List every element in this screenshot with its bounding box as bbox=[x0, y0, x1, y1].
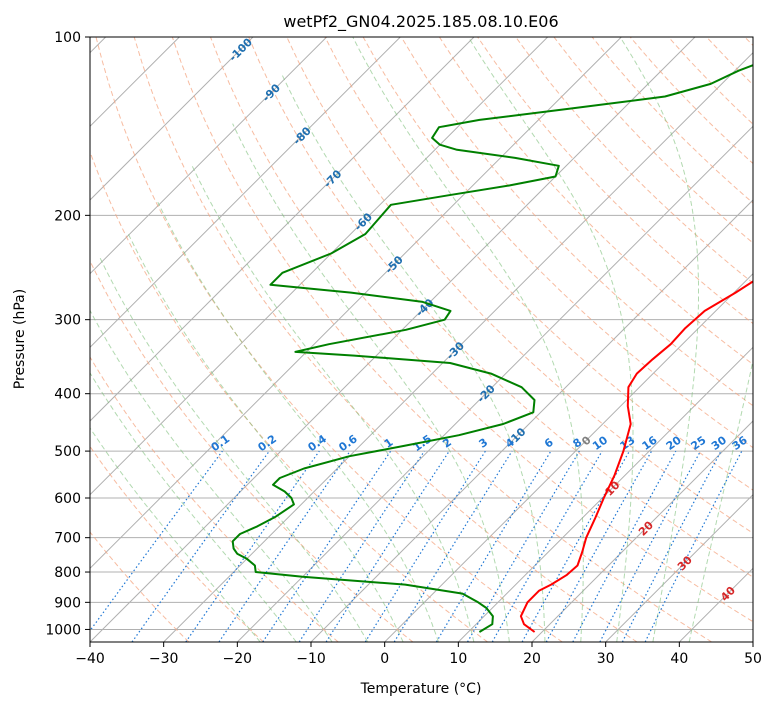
moist-adiabat-15 bbox=[232, 123, 510, 642]
profile-series bbox=[231, 64, 753, 633]
y-tick-label: 900 bbox=[54, 595, 81, 611]
dry-adiabat--30 bbox=[90, 531, 190, 642]
isotherm-0 bbox=[384, 272, 753, 642]
mixing-ratio-line-1.5 bbox=[298, 450, 425, 642]
x-tick-label: 40 bbox=[670, 651, 688, 667]
mixing-ratio-line-0.2 bbox=[131, 450, 270, 642]
isotherm--100 bbox=[90, 37, 254, 201]
y-tick-label: 100 bbox=[54, 30, 81, 46]
mixing-ratio-line-0.1 bbox=[90, 450, 223, 632]
moist-adiabat-40 bbox=[688, 358, 753, 642]
temperature-profile-line bbox=[519, 280, 753, 633]
y-tick-label: 600 bbox=[54, 491, 81, 507]
x-axis-label: Temperature (°C) bbox=[360, 681, 482, 697]
moist-adiabat-5 bbox=[157, 201, 439, 642]
x-tick-label: 10 bbox=[449, 651, 467, 667]
mixing-ratio-line-16 bbox=[545, 450, 653, 642]
isotherm--90 bbox=[90, 37, 328, 275]
plot-frame bbox=[89, 36, 754, 643]
dry-adiabat-40 bbox=[171, 37, 712, 642]
dry-adiabat-60 bbox=[248, 37, 753, 578]
y-tick-label: 400 bbox=[54, 387, 81, 403]
plot-background bbox=[90, 37, 753, 642]
x-tick-label: −10 bbox=[296, 651, 326, 667]
dewpoint-profile-line bbox=[231, 64, 753, 633]
x-tick-label: −20 bbox=[223, 651, 253, 667]
mixing-ratio-line-1 bbox=[262, 450, 392, 642]
isotherm-20 bbox=[531, 420, 753, 642]
x-tick-label: −30 bbox=[149, 651, 179, 667]
dry-adiabat-20 bbox=[95, 37, 563, 642]
dry-adiabat-30 bbox=[133, 37, 638, 642]
mixing-ratio-line-4 bbox=[393, 450, 513, 642]
isotherm-10 bbox=[457, 346, 753, 642]
isotherm--20 bbox=[236, 125, 753, 642]
moist-adiabat--10 bbox=[90, 309, 333, 642]
x-tick-label: 20 bbox=[523, 651, 541, 667]
isotherm--80 bbox=[90, 37, 401, 349]
chart-title: wetPf2_GN04.2025.185.08.10.E06 bbox=[283, 12, 558, 32]
dry-adiabat-80 bbox=[324, 37, 753, 491]
y-tick-label: 200 bbox=[54, 208, 81, 224]
dry-adiabat-110 bbox=[438, 37, 753, 366]
isotherm--50 bbox=[90, 37, 622, 570]
x-tick-label: −40 bbox=[75, 651, 105, 667]
y-tick-label: 700 bbox=[54, 531, 81, 547]
moist-adiabat-35 bbox=[619, 37, 699, 642]
y-tick-label: 500 bbox=[54, 444, 81, 460]
isotherm--70 bbox=[90, 37, 475, 422]
y-tick-label: 800 bbox=[54, 565, 81, 581]
dry-adiabats bbox=[90, 37, 753, 642]
mixing-ratio-line-20 bbox=[572, 450, 677, 642]
isotherm--40 bbox=[90, 37, 696, 642]
dry-adiabat--20 bbox=[90, 445, 264, 642]
moist-adiabat-10 bbox=[191, 165, 475, 642]
mixing-ratio-line-2 bbox=[325, 450, 450, 642]
x-tick-label: 30 bbox=[597, 651, 615, 667]
isotherm--30 bbox=[163, 51, 753, 642]
mixing-ratio-line-0.4 bbox=[185, 450, 320, 642]
mixing-ratio-lines bbox=[90, 450, 743, 642]
moist-adiabat-25 bbox=[352, 37, 584, 642]
dry-adiabat-130 bbox=[515, 37, 753, 284]
y-tick-label: 1000 bbox=[45, 622, 81, 638]
isotherm-30 bbox=[605, 493, 753, 642]
dry-adiabat-100 bbox=[400, 37, 753, 407]
dry-adiabat--10 bbox=[90, 356, 339, 642]
dry-adiabat-0 bbox=[90, 259, 414, 642]
mixing-ratio-line-36 bbox=[644, 450, 743, 642]
y-axis-label: Pressure (hPa) bbox=[12, 289, 28, 389]
y-tick-label: 300 bbox=[54, 313, 81, 329]
moist-adiabat--20 bbox=[90, 427, 261, 642]
isotherm--60 bbox=[90, 37, 549, 496]
mixing-ratio-line-0.6 bbox=[218, 450, 351, 642]
x-tick-label: 0 bbox=[380, 651, 389, 667]
moist-adiabat--15 bbox=[90, 371, 297, 642]
moist-adiabat-0 bbox=[127, 233, 404, 642]
x-axis-ticks: −40 −30 −20 −10 0 10 20 30 40 50 bbox=[75, 642, 762, 667]
dry-adiabat-50 bbox=[210, 37, 753, 623]
y-axis-ticks: 100 200 300 400 500 600 700 800 900 1000 bbox=[45, 30, 90, 638]
x-tick-label: 50 bbox=[744, 651, 762, 667]
dry-adiabat-10 bbox=[90, 150, 488, 642]
